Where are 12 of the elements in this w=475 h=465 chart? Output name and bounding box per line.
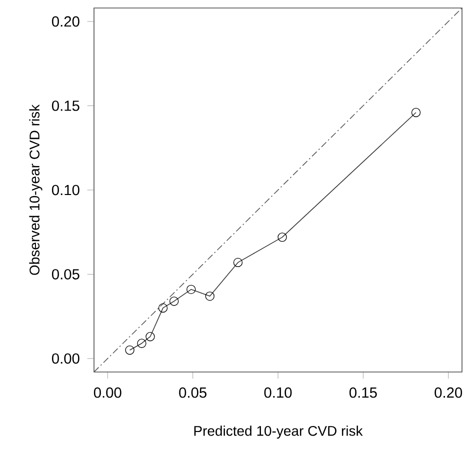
x-tick-label: 0.10 — [264, 387, 292, 398]
x-axis-title: Predicted 10-year CVD risk — [194, 426, 363, 439]
x-tick-label: 0.00 — [94, 387, 122, 398]
y-axis-title: Observed 10-year CVD risk — [29, 104, 42, 275]
x-tick-label: 0.15 — [349, 387, 377, 398]
x-tick-label: 0.05 — [179, 387, 206, 398]
y-tick-label: 0.15 — [52, 100, 80, 111]
y-tick-label: 0.05 — [52, 269, 80, 280]
x-tick-label: 0.20 — [434, 387, 462, 398]
y-tick-label: 0.20 — [52, 16, 80, 27]
y-tick-label: 0.10 — [52, 184, 80, 196]
y-tick-label: 0.00 — [52, 353, 80, 364]
